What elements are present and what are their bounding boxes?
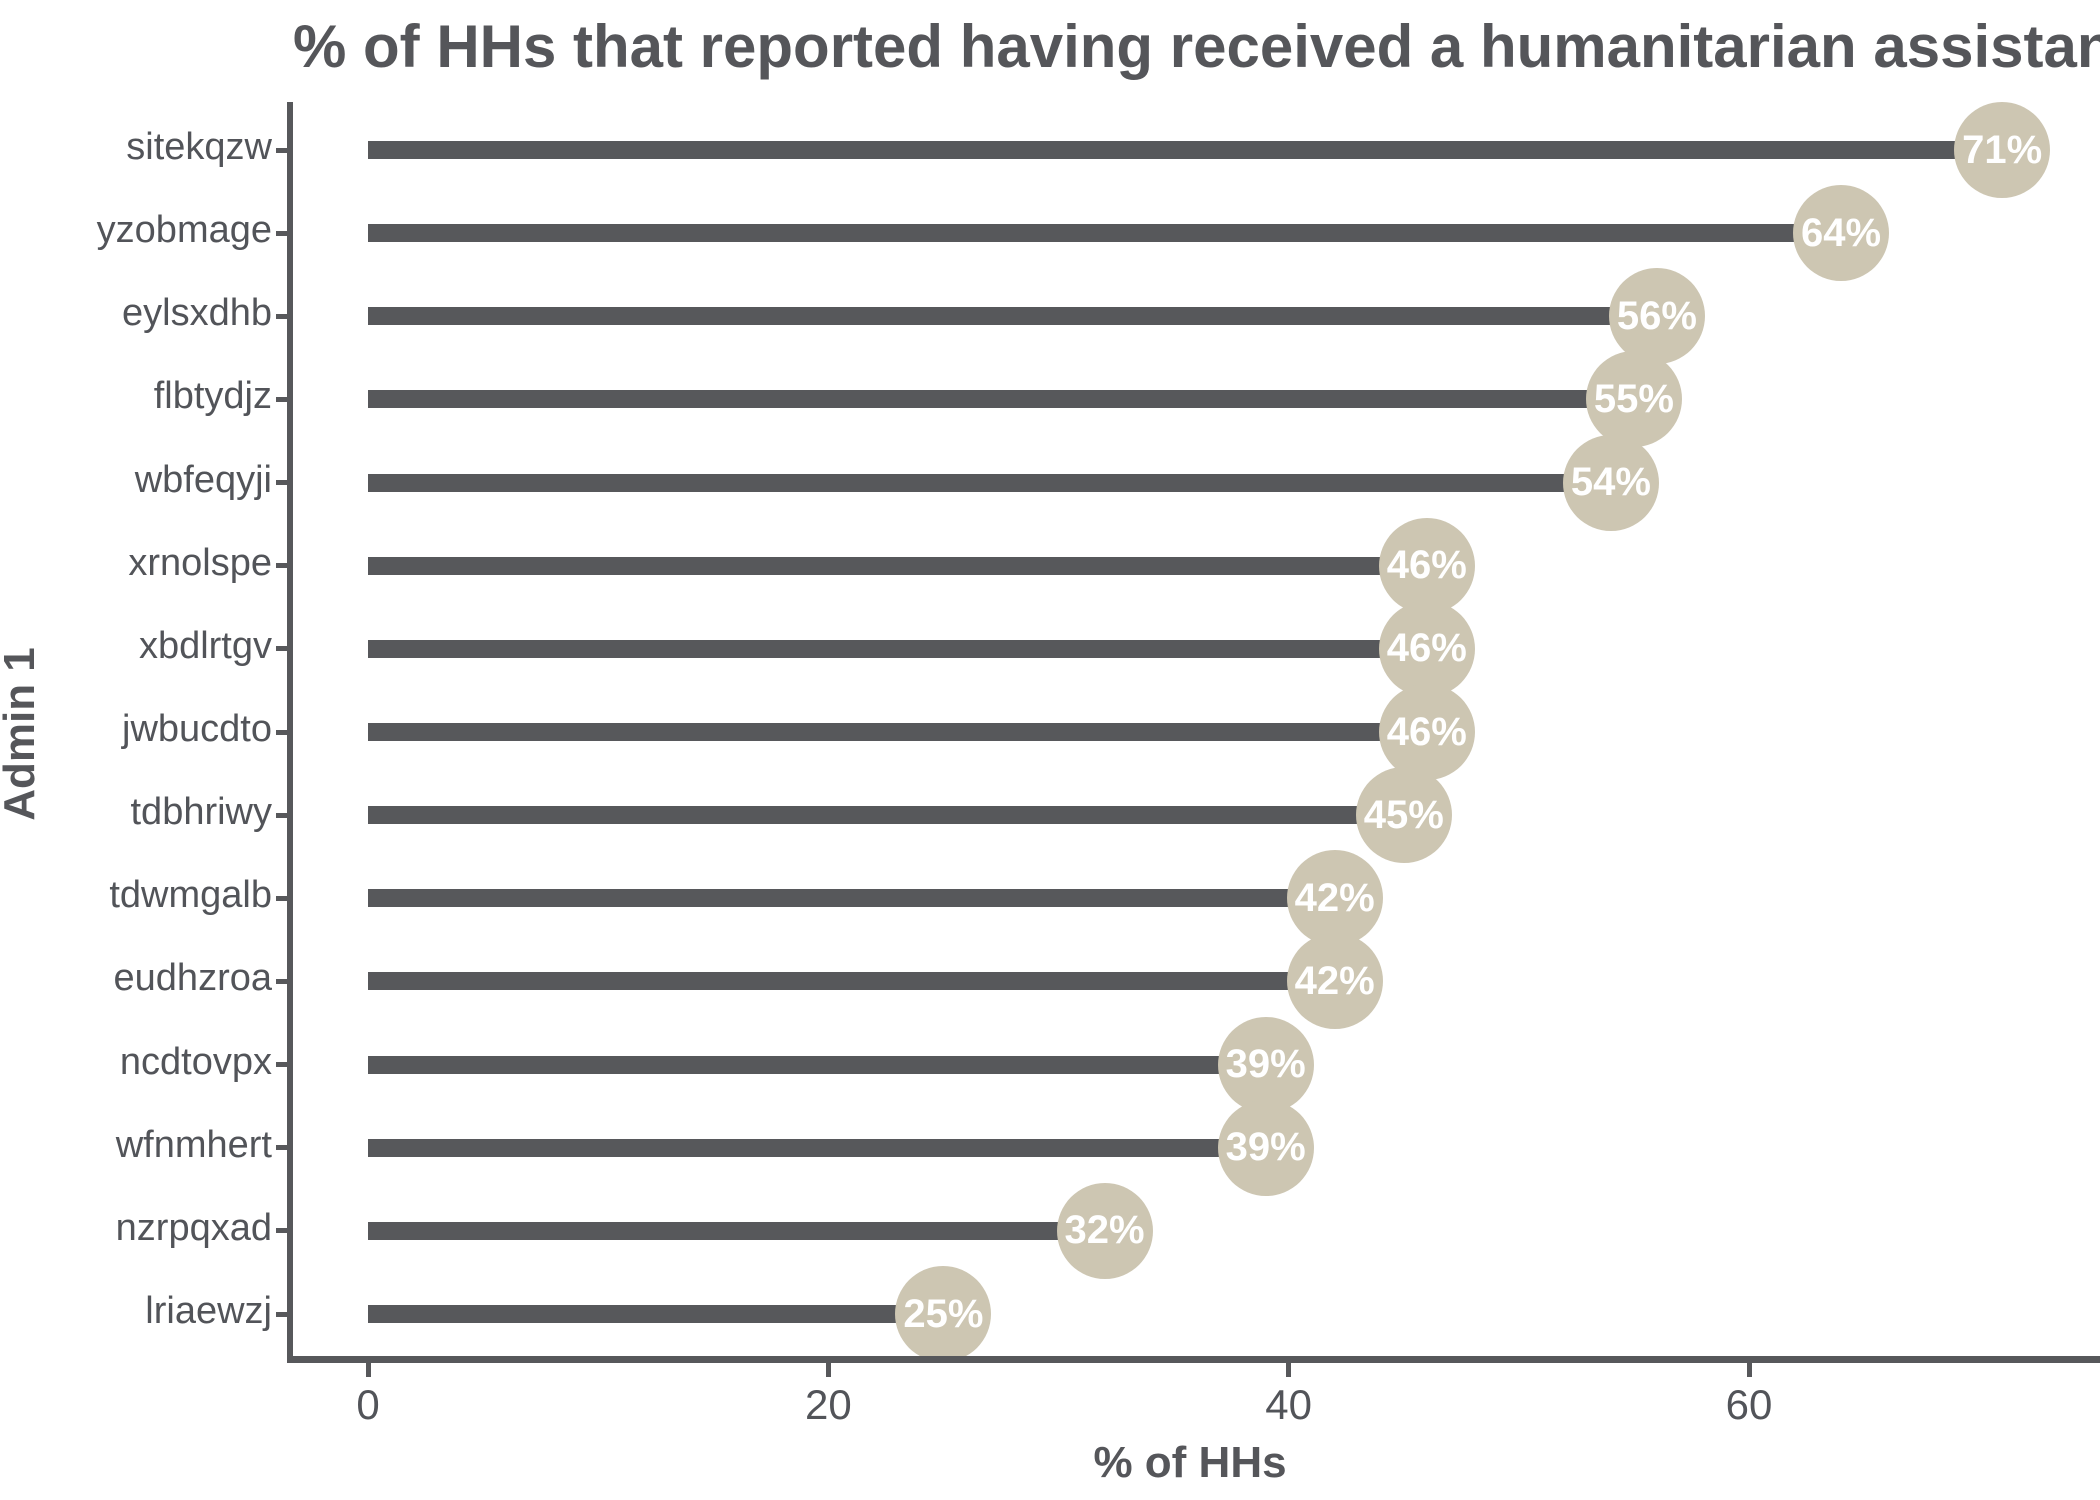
- category-label: wfnmhert: [115, 1123, 272, 1166]
- y-tick: [276, 147, 289, 153]
- y-tick: [276, 895, 289, 901]
- value-bubble: 39%: [1217, 1016, 1314, 1113]
- value-bubble: 71%: [1954, 102, 2051, 198]
- category-label: eylsxdhb: [122, 292, 272, 335]
- y-axis-line: [287, 102, 293, 1363]
- value-bubble: 42%: [1286, 933, 1383, 1030]
- value-bubble: 45%: [1355, 767, 1452, 864]
- category-label: tdbhriwy: [130, 791, 273, 834]
- category-label: flbtydjz: [153, 375, 272, 418]
- value-bubble: 64%: [1793, 185, 1890, 282]
- y-tick: [276, 230, 289, 236]
- value-bubble: 46%: [1378, 600, 1475, 697]
- value-bubble: 56%: [1608, 268, 1705, 365]
- x-tick: [1746, 1363, 1752, 1377]
- lollipop-bar: [368, 556, 1427, 575]
- lollipop-bar: [368, 141, 2003, 159]
- value-bubble: 32%: [1056, 1182, 1153, 1279]
- x-axis-line: [287, 1356, 2100, 1363]
- y-tick: [276, 1311, 289, 1317]
- lollipop-bar: [368, 224, 1842, 243]
- value-bubble: 42%: [1286, 850, 1383, 947]
- lollipop-bar: [368, 1138, 1266, 1157]
- lollipop-bar: [368, 639, 1427, 658]
- category-label: yzobmage: [96, 209, 272, 252]
- lollipop-bar: [368, 723, 1427, 741]
- category-label: xbdlrtgv: [138, 624, 272, 667]
- y-tick: [276, 646, 289, 652]
- y-tick: [276, 812, 289, 818]
- category-label: wbfeqyji: [134, 458, 272, 501]
- lollipop-bar: [368, 1305, 944, 1323]
- y-tick: [276, 729, 289, 735]
- y-tick: [276, 1228, 289, 1234]
- x-axis-title: % of HHs: [1093, 1438, 1287, 1487]
- lollipop-bar: [368, 307, 1657, 326]
- value-bubble: 46%: [1378, 684, 1475, 780]
- value-bubble: 25%: [895, 1266, 992, 1362]
- category-label: tdwmgalb: [109, 874, 272, 917]
- value-bubble: 55%: [1585, 351, 1682, 448]
- x-tick: [825, 1363, 831, 1377]
- y-tick: [276, 480, 289, 486]
- lollipop-bar: [368, 972, 1335, 991]
- lollipop-bar: [368, 473, 1611, 492]
- y-tick: [276, 313, 289, 319]
- value-bubble: 39%: [1217, 1099, 1314, 1196]
- category-label: ncdtovpx: [119, 1040, 272, 1083]
- category-label: lriaewzj: [145, 1290, 272, 1332]
- y-tick: [276, 396, 289, 402]
- x-tick-label: 60: [1725, 1381, 1773, 1428]
- x-tick-label: 0: [356, 1381, 380, 1428]
- y-tick: [276, 978, 289, 984]
- chart-title: % of HHs that reported having received a…: [293, 13, 2100, 80]
- lollipop-bar: [368, 1221, 1105, 1240]
- y-tick: [276, 1062, 289, 1068]
- lollipop-bar: [368, 806, 1404, 825]
- lollipop-bar: [368, 1055, 1266, 1074]
- value-bubble: 46%: [1378, 517, 1475, 614]
- lollipop-bar: [368, 390, 1634, 409]
- category-label: nzrpqxad: [115, 1206, 272, 1249]
- lollipop-bar: [368, 889, 1335, 908]
- x-tick: [365, 1363, 371, 1377]
- category-label: sitekqzw: [126, 126, 272, 168]
- x-tick-label: 40: [1265, 1381, 1313, 1428]
- category-label: eudhzroa: [113, 957, 272, 1000]
- y-tick: [276, 563, 289, 569]
- category-label: jwbucdto: [122, 708, 272, 750]
- y-tick: [276, 1145, 289, 1151]
- x-tick: [1286, 1363, 1292, 1377]
- value-bubble: 54%: [1562, 434, 1659, 531]
- x-tick-label: 20: [804, 1381, 852, 1428]
- category-label: xrnolspe: [128, 541, 272, 584]
